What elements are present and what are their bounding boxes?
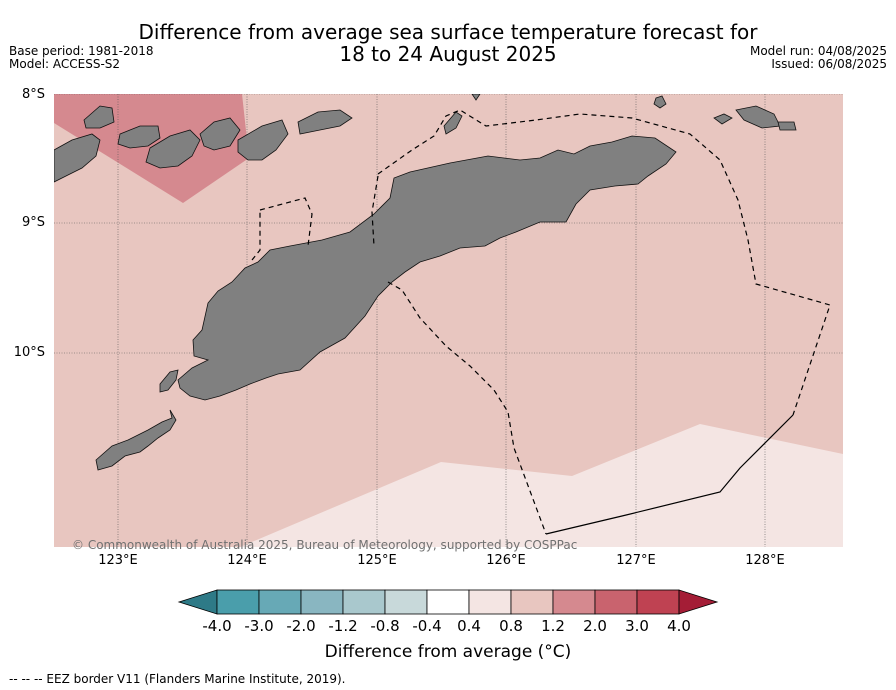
colorbar-tick-label: 0.4 [457,617,481,635]
lat-label-9s: 9°S [21,215,45,230]
model-run-text: Model run: 04/08/2025 [749,44,887,58]
eez-border-line [251,109,831,535]
wetar-island [297,109,353,135]
colorbar-tick-label: 0.8 [499,617,523,635]
colorbar-tick-label: -1.2 [328,617,358,635]
colorbar-tick-label: 1.2 [541,617,565,635]
lon-label-123e: 123°E [98,553,138,568]
maritime-boundary-line [545,414,794,535]
anomaly-band-0.4-0.8 [240,424,843,547]
issued-text: Issued: 06/08/2025 [771,57,887,71]
colorbar-tick-label: 2.0 [583,617,607,635]
colorbar-segment [552,589,596,615]
colorbar-segment [510,589,554,615]
colorbar-segment [258,589,302,615]
alor-east-island [237,119,289,161]
adonara-island [83,105,115,129]
semau-island [159,369,179,393]
colorbar-segment [342,589,386,615]
lembata-island [117,125,161,149]
map-area [54,94,843,547]
map-title-line1: Difference from average sea surface temp… [138,20,758,44]
eez-footnote: -- -- -- EEZ border V11 (Flanders Marine… [9,672,346,686]
lat-label-8s: 8°S [21,87,45,102]
colorbar-extend-high [678,589,719,615]
colorbar-segment [384,589,428,615]
alor-island [199,117,241,151]
romang-island [653,95,667,109]
colorbar-segment [636,589,680,615]
colorbar-tick-label: -0.4 [412,617,442,635]
colorbar-segment [594,589,638,615]
model-text: Model: ACCESS-S2 [9,57,121,71]
colorbar-title: Difference from average (°C) [324,642,572,662]
colorbar-tick-label: 3.0 [625,617,649,635]
pantar-island [145,129,201,169]
reef-island [471,94,481,101]
atauro-island [443,111,463,135]
lon-label-127e: 127°E [616,553,656,568]
copyright-text: © Commonwealth of Australia 2025, Bureau… [72,538,578,552]
colorbar-segment [216,589,260,615]
colorbar-segment [426,589,470,615]
colorbar-tick-label: -4.0 [202,617,232,635]
colorbar-tick-label: -0.8 [370,617,400,635]
lon-label-124e: 124°E [227,553,267,568]
flores-island [54,133,101,183]
colorbar-extend-low [177,589,218,615]
rote-island [95,409,177,471]
land-masses [54,94,797,471]
lon-label-128e: 128°E [745,553,785,568]
lakor-island [777,121,797,131]
colorbar [177,589,719,615]
leti-island [713,113,733,125]
colorbar-tick-label: -3.0 [244,617,274,635]
colorbar-tick-label: 4.0 [667,617,691,635]
meta-left: Base period: 1981-2018 Model: ACCESS-S2 [9,45,154,71]
base-period-text: Base period: 1981-2018 [9,44,154,58]
meta-right: Model run: 04/08/2025 Issued: 06/08/2025 [750,45,887,71]
lon-label-125e: 125°E [357,553,397,568]
timor-island [177,135,677,401]
colorbar-segment [300,589,344,615]
lat-label-10s: 10°S [13,345,45,360]
lon-label-126e: 126°E [486,553,526,568]
colorbar-segment [468,589,512,615]
map-title-line2: 18 to 24 August 2025 [339,42,557,66]
colorbar-tick-label: -2.0 [286,617,316,635]
